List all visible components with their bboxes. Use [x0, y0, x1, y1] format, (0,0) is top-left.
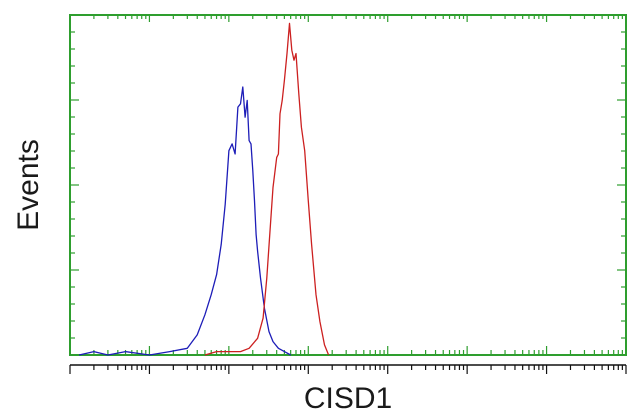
- plot-frame: [69, 14, 627, 356]
- x-axis-label: CISD1: [304, 382, 392, 415]
- x-axis-ticks: [69, 365, 627, 374]
- y-axis-label: Events: [12, 139, 45, 231]
- top-frame-ticks: [69, 15, 623, 22]
- series-layer: [78, 22, 330, 356]
- bottom-frame-ticks: [69, 346, 623, 355]
- series-line-2: [204, 22, 330, 356]
- y-axis-ticks: [70, 14, 79, 356]
- series-line-1: [78, 86, 292, 356]
- right-frame-ticks: [617, 14, 626, 356]
